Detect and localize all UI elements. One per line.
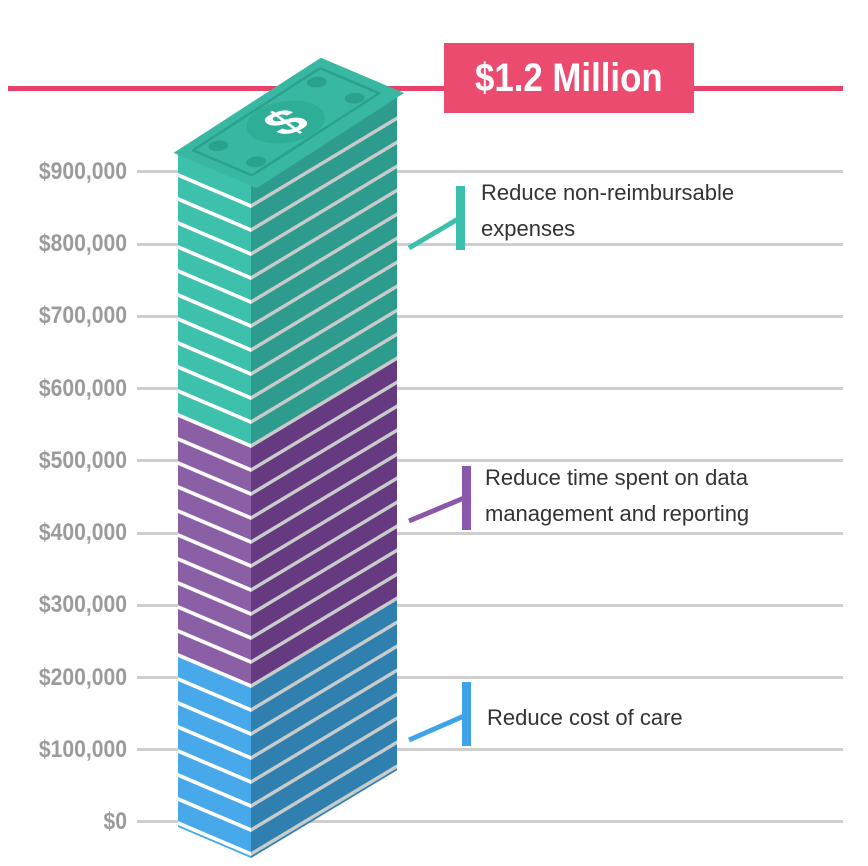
annotation-data-management: Reduce time spent on data management and… — [485, 460, 749, 532]
annotation-non-reimbursable: Reduce non-reimbursable expenses — [481, 175, 734, 247]
annotation-line: management and reporting — [485, 501, 750, 526]
y-tick-label: $700,000 — [38, 302, 127, 329]
gridline — [137, 170, 843, 173]
callout-line-data-management — [408, 495, 465, 524]
stack-right-face — [251, 96, 397, 858]
bill-corner-dot — [344, 92, 365, 104]
total-banner-label: $1.2 Million — [475, 55, 663, 100]
bill-stripes-right — [251, 96, 397, 858]
annotation-line: Reduce non-reimbursable — [481, 180, 735, 205]
gridline — [137, 676, 843, 679]
marker-bar-cost-of-care — [462, 682, 471, 746]
y-tick-label: $900,000 — [38, 158, 127, 185]
gridline — [137, 315, 843, 318]
bill-stripes-left — [178, 153, 251, 859]
bill-corner-dot — [306, 76, 327, 88]
y-tick-label: $300,000 — [38, 591, 127, 618]
gridline — [137, 243, 843, 246]
gridline — [137, 748, 843, 751]
bill-corner-dot — [246, 156, 267, 168]
y-tick-label: $100,000 — [38, 736, 127, 763]
bill-inner-border — [192, 67, 381, 176]
dollar-bill-top: $ — [173, 57, 405, 189]
gridline — [137, 532, 843, 535]
gridline — [137, 820, 843, 823]
marker-bar-non-reimbursable — [456, 186, 465, 250]
y-tick-label: $200,000 — [38, 664, 127, 691]
annotation-line: expenses — [481, 216, 576, 241]
annotation-line: Reduce time spent on data — [485, 465, 748, 490]
stack-left-face — [178, 153, 251, 859]
callout-line-non-reimbursable — [407, 216, 460, 251]
total-target-line — [8, 86, 843, 91]
y-tick-label: $400,000 — [38, 519, 127, 546]
marker-bar-data-management — [462, 466, 471, 530]
y-tick-label: $600,000 — [38, 375, 127, 402]
gridline — [137, 387, 843, 390]
y-tick-label: $500,000 — [38, 447, 127, 474]
y-tick-label: $0 — [103, 808, 127, 835]
gridline — [137, 604, 843, 607]
gridline — [137, 459, 843, 462]
y-tick-label: $800,000 — [38, 230, 127, 257]
bill-emblem-circle — [246, 100, 325, 144]
total-banner: $1.2 Million — [444, 43, 694, 113]
callout-line-cost-of-care — [408, 713, 465, 743]
bill-corner-dot — [208, 140, 229, 152]
annotation-line: Reduce cost of care — [487, 705, 683, 730]
annotation-cost-of-care: Reduce cost of care — [487, 700, 683, 736]
